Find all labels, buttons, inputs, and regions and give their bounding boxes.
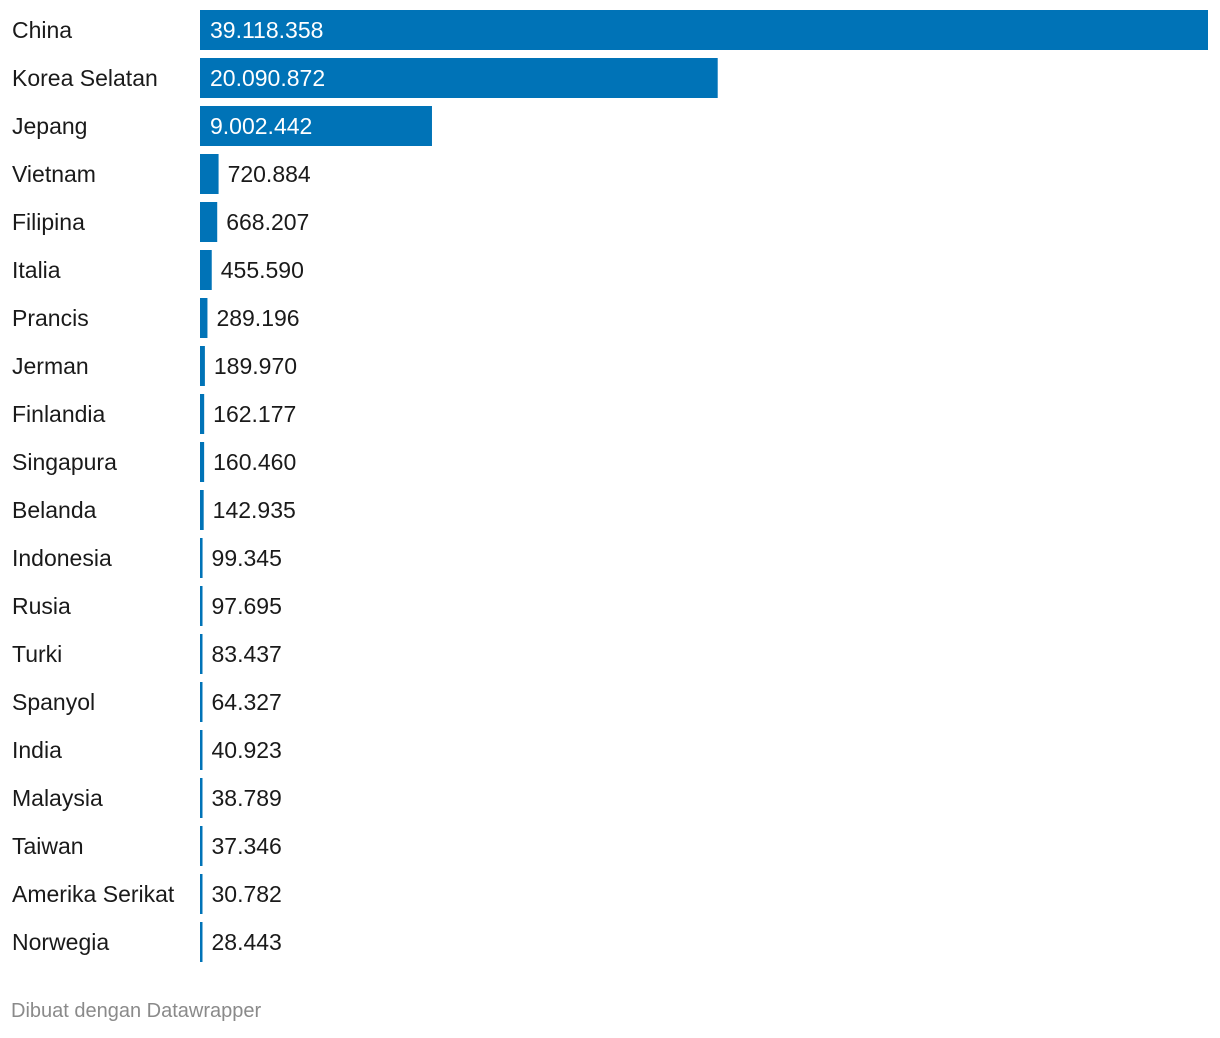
value-label: 38.789 — [212, 785, 282, 811]
bar[interactable] — [200, 250, 212, 290]
bar-row: China 39.118.358 — [12, 10, 1208, 50]
value-label: 30.782 — [212, 881, 282, 907]
footer-credit[interactable]: Dibuat dengan Datawrapper — [11, 1000, 262, 1022]
bar[interactable] — [200, 154, 219, 194]
bar-row: Taiwan 37.346 — [12, 826, 282, 866]
bar[interactable] — [200, 10, 1208, 50]
value-label: 83.437 — [212, 641, 282, 667]
bar[interactable] — [200, 106, 432, 146]
bar[interactable] — [200, 346, 205, 386]
bar[interactable] — [200, 202, 218, 242]
bar-row: Indonesia 99.345 — [12, 538, 282, 578]
value-label: 455.590 — [221, 257, 304, 283]
category-label: Vietnam — [12, 161, 96, 187]
value-label: 64.327 — [212, 689, 282, 715]
bar-row: Finlandia 162.177 — [12, 394, 296, 434]
category-label: Jerman — [12, 353, 89, 379]
bar-row: Jerman 189.970 — [12, 346, 297, 386]
bar[interactable] — [200, 826, 203, 866]
bar[interactable] — [200, 442, 205, 482]
value-label: 162.177 — [213, 401, 296, 427]
value-label: 289.196 — [216, 305, 299, 331]
category-label: Amerika Serikat — [12, 881, 175, 907]
bar[interactable] — [200, 634, 203, 674]
bar-row: Belanda 142.935 — [12, 490, 296, 530]
category-label: Prancis — [12, 305, 89, 331]
value-label: 99.345 — [212, 545, 282, 571]
bar[interactable] — [200, 730, 203, 770]
bar[interactable] — [200, 394, 205, 434]
category-label: Turki — [12, 641, 62, 667]
value-label: 668.207 — [226, 209, 309, 235]
bar-row: India 40.923 — [12, 730, 282, 770]
category-label: India — [12, 737, 62, 763]
value-label: 142.935 — [213, 497, 296, 523]
category-label: Belanda — [12, 497, 97, 523]
value-label: 189.970 — [214, 353, 297, 379]
bar-row: Jepang 9.002.442 — [12, 106, 432, 146]
bar-row: Amerika Serikat 30.782 — [12, 874, 282, 914]
bar[interactable] — [200, 586, 203, 626]
bar[interactable] — [200, 778, 203, 818]
value-label: 28.443 — [212, 929, 282, 955]
value-label: 40.923 — [212, 737, 282, 763]
bar-row: Malaysia 38.789 — [12, 778, 282, 818]
category-label: Jepang — [12, 113, 87, 139]
bar[interactable] — [200, 874, 203, 914]
bar-row: Singapura 160.460 — [12, 442, 296, 482]
category-label: Norwegia — [12, 929, 109, 955]
category-label: Filipina — [12, 209, 85, 235]
value-label: 20.090.872 — [210, 65, 325, 91]
category-label: Indonesia — [12, 545, 112, 571]
bar-row: Spanyol 64.327 — [12, 682, 282, 722]
value-label: 160.460 — [213, 449, 296, 475]
value-label: 39.118.358 — [210, 17, 323, 43]
value-label: 720.884 — [228, 161, 311, 187]
category-label: Malaysia — [12, 785, 103, 811]
bar-row: Korea Selatan 20.090.872 — [12, 58, 718, 98]
category-label: Rusia — [12, 593, 71, 619]
bar[interactable] — [200, 538, 203, 578]
bar-row: Norwegia 28.443 — [12, 922, 282, 962]
category-label: Korea Selatan — [12, 65, 158, 91]
bar[interactable] — [200, 490, 204, 530]
value-label: 37.346 — [212, 833, 282, 859]
category-label: Singapura — [12, 449, 117, 475]
bar-chart: China 39.118.358 Korea Selatan 20.090.872 Je… — [12, 10, 1208, 962]
bar-row: Turki 83.437 — [12, 634, 282, 674]
value-label: 97.695 — [212, 593, 282, 619]
bar-row: Rusia 97.695 — [12, 586, 282, 626]
bar-row: Vietnam 720.884 — [12, 154, 311, 194]
category-label: Spanyol — [12, 689, 95, 715]
bar-row: Italia 455.590 — [12, 250, 304, 290]
bar-row: Prancis 289.196 — [12, 298, 300, 338]
bar-row: Filipina 668.207 — [12, 202, 309, 242]
category-label: Finlandia — [12, 401, 106, 427]
value-label: 9.002.442 — [210, 113, 312, 139]
bar[interactable] — [200, 58, 718, 98]
bar[interactable] — [200, 922, 203, 962]
bar[interactable] — [200, 298, 208, 338]
category-label: Taiwan — [12, 833, 84, 859]
category-label: China — [12, 17, 72, 43]
bar[interactable] — [200, 682, 203, 722]
category-label: Italia — [12, 257, 61, 283]
